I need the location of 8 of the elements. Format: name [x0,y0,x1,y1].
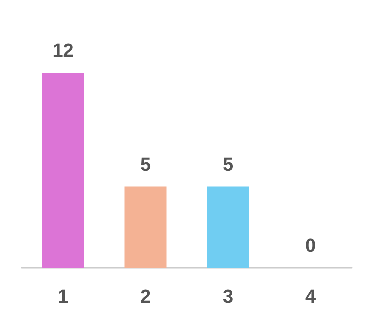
x-tick-label: 4 [305,287,316,308]
data-label: 0 [305,236,316,257]
data-label: 5 [140,154,152,176]
x-tick-label: 1 [58,287,69,308]
data-label: 5 [222,154,234,176]
data-label: 12 [52,41,74,62]
x-tick-label: 2 [140,287,152,308]
x-tick-label: 3 [222,287,234,308]
